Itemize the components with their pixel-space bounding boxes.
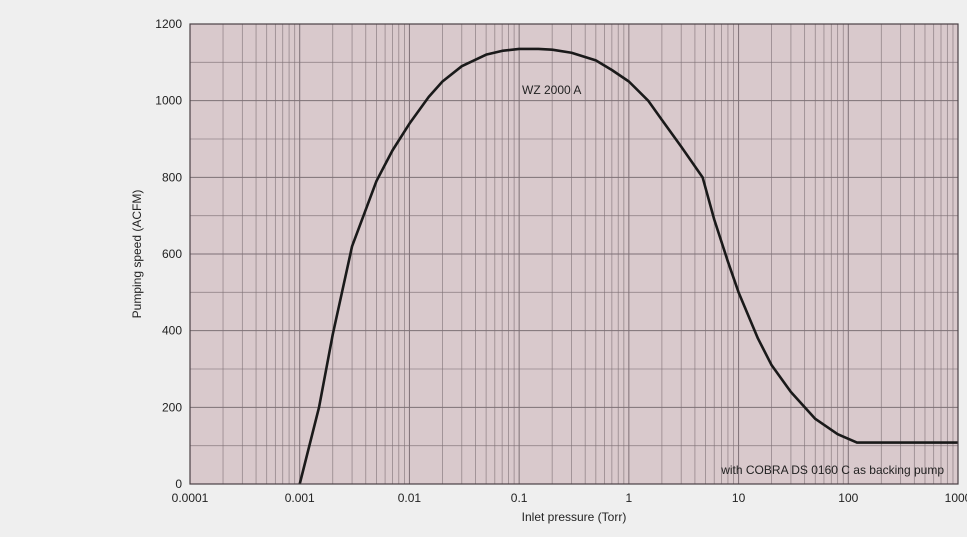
x-tick-label: 0.1 xyxy=(511,491,528,505)
x-tick-label: 0.01 xyxy=(398,491,422,505)
y-tick-label: 200 xyxy=(162,400,182,414)
x-tick-label: 0.0001 xyxy=(172,491,209,505)
y-tick-labels: 0 200 400 600 800 1000 1200 xyxy=(155,17,182,491)
y-tick-label: 800 xyxy=(162,170,182,184)
series-label: WZ 2000 A xyxy=(522,83,581,97)
y-tick-label: 0 xyxy=(175,477,182,491)
y-tick-label: 600 xyxy=(162,247,182,261)
x-tick-label: 0.001 xyxy=(285,491,315,505)
x-tick-labels: 0.0001 0.001 0.01 0.1 1 10 100 1000 xyxy=(172,491,967,505)
backing-pump-note: with COBRA DS 0160 C as backing pump xyxy=(720,463,944,477)
y-tick-label: 1200 xyxy=(155,17,182,31)
y-axis-label: Pumping speed (ACFM) xyxy=(130,190,144,319)
x-tick-label: 1 xyxy=(626,491,633,505)
x-tick-label: 10 xyxy=(732,491,746,505)
plot-border xyxy=(189,23,959,485)
x-tick-label: 1000 xyxy=(945,491,967,505)
y-tick-label: 400 xyxy=(162,324,182,338)
y-tick-label: 1000 xyxy=(155,94,182,108)
series-line-wz-2000-a xyxy=(298,47,958,485)
x-axis-label: Inlet pressure (Torr) xyxy=(522,510,627,524)
x-tick-label: 100 xyxy=(838,491,858,505)
